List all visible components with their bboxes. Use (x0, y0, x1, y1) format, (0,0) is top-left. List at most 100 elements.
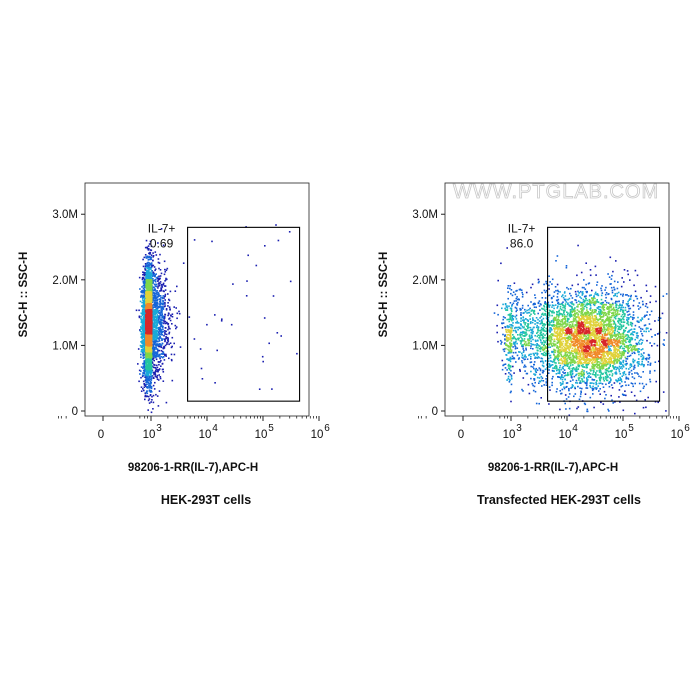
data-point (142, 280, 145, 283)
data-point (156, 311, 159, 314)
data-point (146, 299, 149, 302)
data-point (625, 377, 627, 380)
data-point (611, 289, 614, 292)
data-point (580, 391, 582, 393)
data-point (145, 381, 147, 384)
data-point (149, 272, 151, 275)
data-point (565, 398, 568, 400)
data-point (507, 297, 509, 300)
data-point (565, 265, 568, 267)
data-point (147, 379, 150, 381)
data-point (174, 324, 177, 327)
data-point (625, 394, 627, 397)
data-point (519, 289, 522, 291)
data-point (161, 310, 163, 313)
data-point (167, 340, 170, 342)
data-point (155, 292, 158, 294)
data-point (513, 372, 515, 374)
data-point (146, 360, 149, 362)
data-point (143, 256, 146, 259)
data-point (155, 325, 157, 327)
data-point (538, 402, 540, 405)
data-point (557, 290, 560, 293)
data-point (622, 293, 624, 296)
data-point (149, 324, 152, 326)
data-point (148, 304, 151, 307)
data-point (149, 282, 151, 284)
data-point (150, 316, 153, 319)
data-point (161, 306, 164, 308)
data-point (637, 320, 640, 323)
data-point (150, 354, 153, 357)
data-point (175, 326, 178, 328)
data-point (140, 336, 143, 339)
data-point (584, 403, 587, 406)
data-point (143, 367, 145, 369)
data-point (147, 318, 149, 321)
data-point (147, 315, 149, 317)
data-point (150, 313, 153, 316)
data-point (162, 282, 165, 285)
data-point (146, 270, 148, 273)
data-point (220, 320, 223, 322)
data-point (171, 323, 173, 325)
data-point (148, 331, 150, 334)
data-point (159, 327, 161, 330)
data-point (143, 360, 145, 362)
data-point (167, 322, 170, 325)
data-point (150, 323, 152, 325)
data-point (159, 356, 161, 358)
data-point (152, 259, 154, 262)
data-point (594, 265, 597, 268)
data-point (153, 314, 156, 316)
data-point (540, 375, 543, 378)
data-point (147, 286, 150, 288)
data-point (648, 354, 651, 356)
data-point (146, 303, 149, 306)
data-point (156, 290, 159, 292)
data-point (522, 390, 524, 392)
data-point (141, 337, 143, 340)
data-point (585, 295, 587, 297)
data-point (158, 293, 160, 296)
data-point (157, 261, 160, 264)
x-tick-exponent: 6 (324, 423, 330, 434)
data-point (159, 269, 162, 271)
data-point (611, 399, 613, 401)
data-point (147, 369, 150, 371)
data-point (147, 311, 150, 314)
data-point (152, 328, 155, 331)
data-point (154, 329, 156, 331)
data-point (611, 274, 613, 277)
data-point (150, 325, 153, 327)
data-point (164, 301, 166, 304)
data-point (574, 290, 577, 293)
data-point (530, 370, 532, 373)
plot-panel-2: 0 1.0M 2.0M 3.0M 0 10 3 10 4 10 5 10 6 IL-7+ 86.0 98206… (375, 170, 700, 520)
data-point (150, 315, 152, 318)
data-point (571, 284, 574, 287)
data-point (624, 381, 626, 383)
data-point (638, 326, 641, 328)
data-point (643, 352, 645, 354)
data-point (155, 353, 158, 355)
data-point (622, 394, 625, 396)
data-point (151, 366, 153, 368)
data-point (145, 369, 147, 372)
data-point (147, 297, 150, 299)
data-point (502, 316, 505, 318)
data-point (149, 305, 151, 308)
data-point (145, 383, 148, 386)
data-point (500, 341, 503, 343)
gate-label: IL-7+ (148, 221, 176, 235)
data-point (549, 389, 551, 391)
data-point (521, 307, 524, 309)
data-point (551, 381, 553, 384)
data-point (612, 402, 614, 404)
data-point (149, 294, 152, 296)
gate-rectangle (187, 226, 301, 402)
data-point (148, 356, 150, 359)
data-point (159, 314, 161, 317)
data-point (544, 301, 546, 303)
data-point (521, 388, 523, 391)
